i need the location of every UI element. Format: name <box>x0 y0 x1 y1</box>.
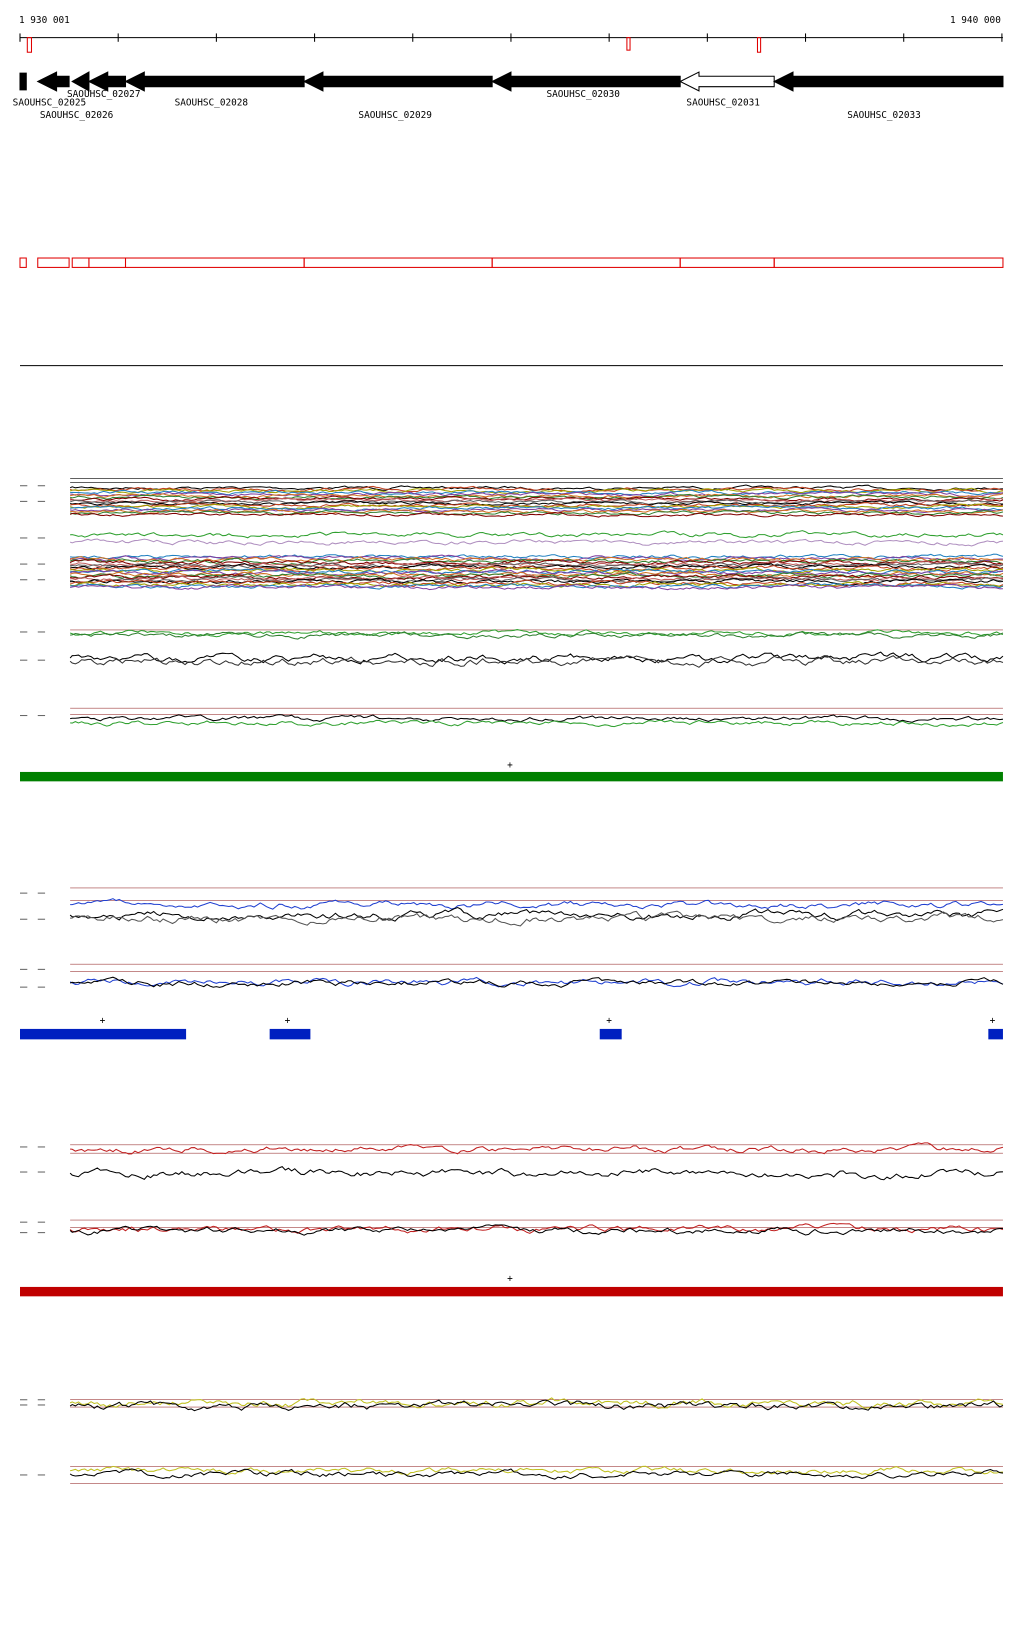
signal-trace <box>69 1399 1004 1412</box>
signal-trace <box>70 1142 1004 1155</box>
signal-trace <box>70 583 1003 591</box>
marker <box>626 37 631 51</box>
strand-mark: + <box>606 1016 612 1027</box>
signal-trace <box>69 581 1003 589</box>
strand-mark: + <box>990 1016 996 1027</box>
gene-box <box>71 257 90 268</box>
signal-trace <box>69 1222 1004 1234</box>
signal-trace <box>69 575 1004 584</box>
signal-trace <box>70 714 1004 723</box>
signal-trace <box>69 1165 1003 1181</box>
gene-label: SAOUHSC_02027 <box>67 89 141 100</box>
signal-trace <box>69 556 1003 563</box>
blue-bar <box>20 1028 187 1040</box>
marker <box>756 37 762 53</box>
signal-trace <box>69 512 1004 518</box>
gene-label: SAOUHSC_02025 <box>13 98 87 109</box>
gene-box <box>124 257 305 268</box>
signal-trace <box>70 553 1004 560</box>
gene-box <box>679 257 775 268</box>
signal-trace <box>70 561 1004 569</box>
gene-arrow <box>490 71 681 92</box>
gene-label: SAOUHSC_02028 <box>175 98 249 109</box>
gene-arrow <box>302 71 493 92</box>
signal-trace <box>69 498 1004 506</box>
gene-box <box>773 257 1004 268</box>
red-bar <box>20 1286 1003 1297</box>
gene-label: SAOUHSC_02026 <box>40 110 114 121</box>
gene-box <box>19 257 27 268</box>
signal-trace <box>70 898 1004 910</box>
blue-bar <box>269 1028 311 1040</box>
strand-mark: + <box>507 760 513 771</box>
signal-trace <box>70 910 1004 927</box>
gene-arrow <box>87 71 127 92</box>
gene-label: SAOUHSC_02033 <box>847 110 921 121</box>
signal-trace <box>69 629 1004 638</box>
gene-label: SAOUHSC_02031 <box>686 98 760 109</box>
gene-arrow <box>19 72 27 91</box>
strand-mark: + <box>507 1274 513 1285</box>
strand-mark: + <box>100 1016 106 1027</box>
signal-trace <box>69 1468 1004 1480</box>
marker <box>26 37 33 53</box>
signal-trace <box>69 976 1004 988</box>
signal-trace <box>70 719 1004 728</box>
gene-box <box>37 257 70 268</box>
signal-trace <box>70 530 1004 539</box>
signal-trace <box>70 1465 1003 1476</box>
signal-trace <box>69 976 1004 988</box>
signal-trace <box>69 559 1004 566</box>
signal-trace <box>70 562 1004 570</box>
gene-box <box>88 257 127 268</box>
gene-arrow <box>773 71 1004 92</box>
blue-bar <box>599 1028 622 1040</box>
strand-mark: + <box>285 1016 291 1027</box>
signal-trace <box>69 655 1004 668</box>
gene-box <box>303 257 493 268</box>
blue-bar <box>988 1028 1003 1040</box>
signal-trace <box>70 491 1004 498</box>
signal-trace <box>69 538 1004 547</box>
signal-trace <box>70 568 1003 575</box>
gene-label: SAOUHSC_02029 <box>358 110 432 121</box>
signal-trace <box>69 1224 1003 1236</box>
ruler-end: 1 940 000 <box>950 15 1001 26</box>
signal-trace <box>70 579 1004 587</box>
signal-trace <box>69 509 1004 516</box>
gene-arrow <box>124 71 305 92</box>
signal-trace <box>69 497 1004 504</box>
green-bar <box>20 771 1003 782</box>
signal-trace <box>70 566 1004 575</box>
signal-trace <box>70 631 1004 640</box>
gene-arrow <box>71 71 90 92</box>
gene-label: SAOUHSC_02030 <box>546 89 620 100</box>
signal-trace <box>70 574 1004 583</box>
gene-arrow <box>679 71 775 92</box>
gene-box <box>491 257 681 268</box>
signal-trace <box>69 651 1004 665</box>
signal-trace <box>69 557 1004 566</box>
gene-arrow <box>36 71 70 92</box>
ruler-start: 1 930 001 <box>19 15 70 26</box>
signal-trace <box>69 906 1004 922</box>
signal-trace <box>69 573 1003 581</box>
